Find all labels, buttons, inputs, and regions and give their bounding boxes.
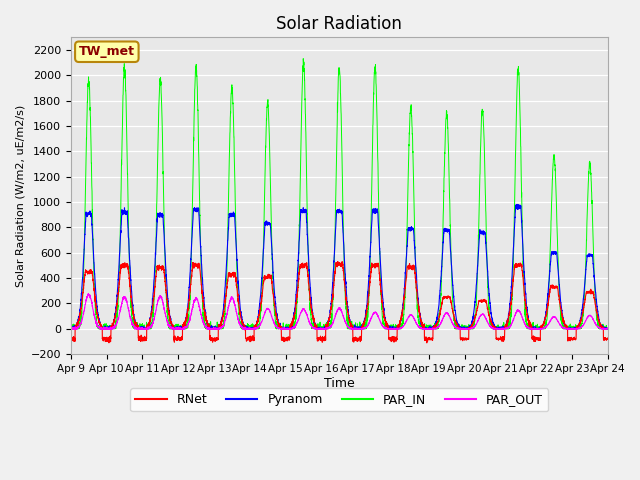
PAR_OUT (490, 326, 498, 332)
RNet (163, 300, 171, 305)
PAR_OUT (430, 326, 438, 332)
PAR_OUT (319, 326, 327, 332)
RNet (67, 334, 75, 340)
RNet (334, 259, 342, 264)
Pyranom (514, 202, 522, 207)
PAR_OUT (164, 319, 172, 325)
PAR_OUT (67, 326, 75, 332)
Legend: RNet, Pyranom, PAR_IN, PAR_OUT: RNet, Pyranom, PAR_IN, PAR_OUT (131, 388, 548, 411)
PAR_IN (300, 56, 307, 61)
X-axis label: Time: Time (324, 377, 355, 390)
Line: PAR_IN: PAR_IN (71, 59, 608, 329)
PAR_IN (460, 324, 467, 330)
PAR_IN (490, 326, 498, 332)
Pyranom (604, 326, 612, 332)
PAR_OUT (604, 326, 611, 332)
Pyranom (490, 321, 498, 327)
Pyranom (430, 325, 438, 331)
PAR_OUT (460, 326, 467, 332)
Title: Solar Radiation: Solar Radiation (276, 15, 402, 33)
Line: PAR_OUT: PAR_OUT (71, 294, 608, 329)
Pyranom (67, 326, 75, 332)
Pyranom (319, 326, 327, 332)
RNet (423, 340, 431, 346)
RNet (430, 325, 438, 331)
RNet (319, 336, 327, 341)
PAR_IN (604, 326, 611, 332)
Pyranom (604, 326, 611, 332)
RNet (490, 324, 498, 330)
Y-axis label: Solar Radiation (W/m2, uE/m2/s): Solar Radiation (W/m2, uE/m2/s) (15, 105, 25, 287)
RNet (460, 336, 467, 342)
Pyranom (460, 325, 467, 331)
PAR_OUT (604, 325, 612, 331)
PAR_IN (430, 326, 438, 332)
Text: TW_met: TW_met (79, 45, 135, 58)
Line: RNet: RNet (71, 262, 608, 343)
PAR_IN (319, 326, 327, 332)
PAR_OUT (84, 291, 92, 297)
RNet (604, 336, 611, 342)
RNet (604, 336, 612, 341)
PAR_IN (67, 324, 75, 330)
PAR_IN (604, 326, 612, 332)
PAR_OUT (67, 326, 75, 332)
PAR_IN (67, 326, 75, 332)
Pyranom (163, 286, 171, 292)
Line: Pyranom: Pyranom (71, 204, 608, 329)
PAR_IN (164, 312, 172, 318)
